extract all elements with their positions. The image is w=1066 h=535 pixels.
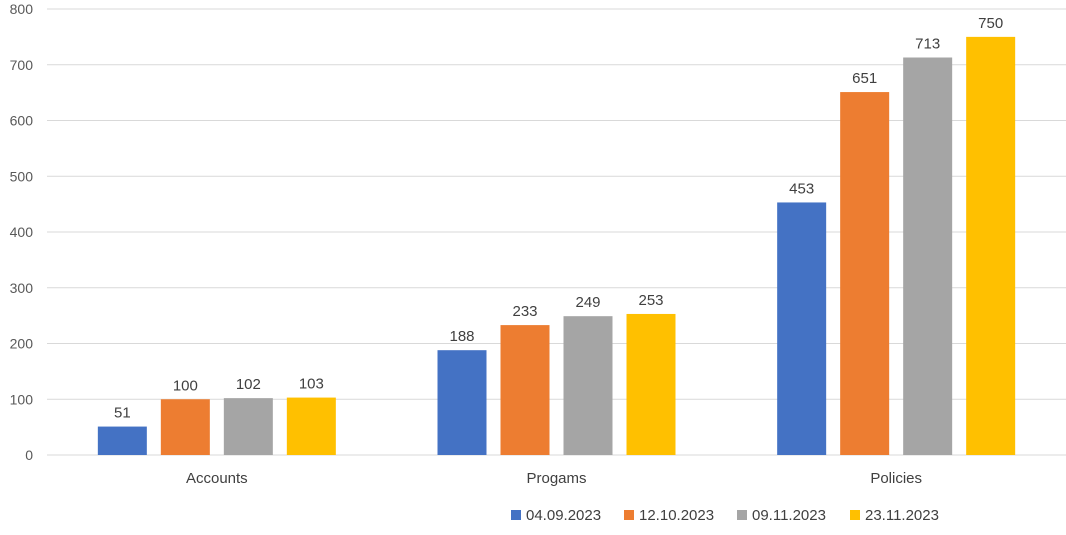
y-tick-label: 700 (10, 57, 34, 73)
y-tick-label: 200 (10, 336, 34, 352)
data-labels: 51 100 102 103 188 233 249 253 453 651 713 750 (114, 15, 1003, 422)
legend-swatch (624, 510, 634, 520)
x-axis-categories: Accounts Progams Policies (186, 470, 922, 487)
y-tick-label: 800 (10, 1, 34, 17)
bars (97, 36, 1016, 455)
data-label: 188 (449, 328, 474, 345)
data-label: 102 (236, 376, 261, 393)
y-tick-label: 300 (10, 280, 34, 296)
bar (840, 92, 890, 455)
x-category-label: Accounts (186, 470, 248, 487)
data-label: 51 (114, 405, 131, 422)
x-category-label: Policies (870, 470, 922, 487)
y-tick-label: 0 (25, 447, 33, 463)
data-label: 100 (173, 377, 198, 394)
bar (160, 399, 210, 455)
bar (966, 36, 1016, 455)
bar (97, 426, 147, 455)
data-label: 750 (978, 15, 1003, 32)
bar (563, 316, 613, 455)
y-axis-ticks: 0 100 200 300 400 500 600 700 800 (10, 1, 34, 463)
gridlines (47, 8, 1066, 456)
legend-swatch (511, 510, 521, 520)
legend: 04.09.2023 12.10.2023 09.11.2023 23.11.2023 (511, 507, 939, 524)
legend-label: 12.10.2023 (639, 507, 714, 524)
x-category-label: Progams (526, 470, 586, 487)
data-label: 249 (575, 294, 600, 311)
bar (626, 313, 676, 455)
data-label: 453 (789, 180, 814, 197)
bar (777, 202, 827, 455)
data-label: 651 (852, 70, 877, 87)
bar (437, 350, 487, 455)
y-tick-label: 500 (10, 168, 34, 184)
legend-swatch (737, 510, 747, 520)
y-tick-label: 600 (10, 113, 34, 129)
data-label: 233 (512, 303, 537, 320)
bar (223, 398, 273, 455)
bar (903, 57, 953, 455)
data-label: 103 (299, 376, 324, 393)
legend-label: 04.09.2023 (526, 507, 601, 524)
data-label: 253 (638, 292, 663, 309)
legend-label: 23.11.2023 (865, 507, 939, 524)
y-tick-label: 400 (10, 224, 34, 240)
bar (500, 325, 550, 455)
legend-label: 09.11.2023 (752, 507, 826, 524)
bar (286, 397, 336, 455)
y-tick-label: 100 (10, 391, 34, 407)
legend-swatch (850, 510, 860, 520)
data-label: 713 (915, 36, 940, 53)
